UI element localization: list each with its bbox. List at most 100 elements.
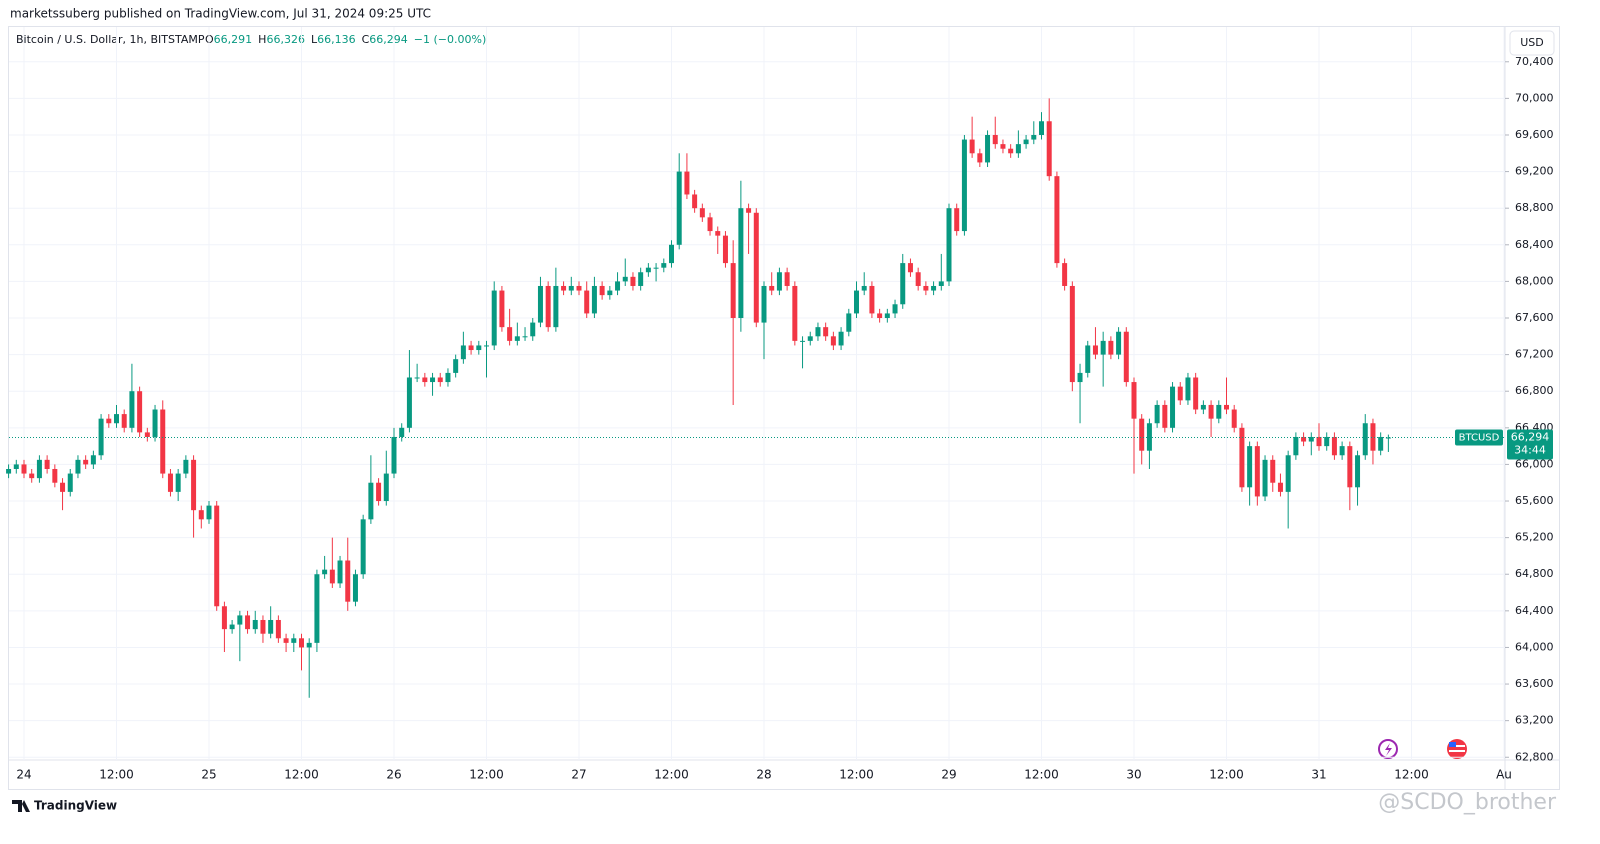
- candle-body: [946, 208, 952, 282]
- candle-body: [1039, 121, 1044, 135]
- y-tick-label: 64,000: [1515, 640, 1554, 653]
- candle-body: [275, 619, 281, 639]
- candle-body: [954, 208, 960, 232]
- candle-body: [1277, 482, 1283, 492]
- candle-body: [584, 290, 590, 314]
- candle-body: [314, 574, 320, 643]
- candle-body: [961, 139, 967, 232]
- candle-body: [1077, 372, 1083, 383]
- ohlc-key: H: [258, 33, 266, 46]
- candle-body: [830, 336, 836, 346]
- candle-body: [1355, 455, 1361, 488]
- frame: [8, 26, 1560, 790]
- candle-body: [938, 281, 944, 286]
- candle-body: [776, 272, 782, 291]
- candle-body: [977, 153, 983, 163]
- candle-body: [52, 468, 58, 483]
- y-tick-label: 68,800: [1515, 201, 1554, 214]
- candle-body: [6, 468, 12, 474]
- candle-body: [823, 327, 829, 337]
- candle-body: [1216, 404, 1222, 419]
- candle-body: [838, 331, 844, 346]
- ohlc-key: C: [362, 33, 370, 46]
- candle-body: [1015, 144, 1021, 154]
- candle-body: [1162, 404, 1168, 428]
- candle-body: [152, 409, 158, 437]
- candle-body: [992, 134, 998, 145]
- candle-body: [630, 276, 636, 286]
- candle-body: [699, 208, 705, 218]
- candle-body: [969, 139, 975, 154]
- candle-body: [1370, 423, 1376, 451]
- candle-body: [1247, 446, 1253, 488]
- candle-body: [669, 244, 674, 264]
- candle-body: [1324, 436, 1330, 447]
- x-tick-label: 29: [941, 768, 956, 782]
- candle-body: [260, 619, 266, 634]
- candle-body: [1270, 459, 1276, 483]
- candle-body: [1000, 144, 1006, 149]
- x-tick-label: 12:00: [839, 768, 874, 782]
- candle-body: [445, 372, 451, 383]
- candle-body: [268, 619, 274, 634]
- candle-body: [1008, 148, 1014, 154]
- candle-body: [237, 615, 243, 625]
- symbol-tag: [1455, 429, 1503, 446]
- candle-body: [607, 290, 613, 296]
- currency[interactable]: USD: [1520, 36, 1544, 49]
- candle-body: [44, 459, 50, 469]
- candle-body: [1177, 386, 1183, 401]
- y-tick-label: 63,600: [1515, 677, 1554, 690]
- candle-body: [422, 377, 428, 383]
- candle-body: [399, 427, 405, 437]
- candle-body: [715, 231, 721, 236]
- currency-button[interactable]: [1509, 30, 1555, 56]
- candle-body: [707, 217, 713, 232]
- candle-body: [923, 285, 929, 291]
- candle-body: [75, 459, 81, 474]
- x-tick-label: Au: [1496, 768, 1512, 782]
- candle-body: [661, 263, 667, 268]
- x-tick-label: 25: [201, 768, 216, 782]
- candle-body: [1146, 423, 1152, 451]
- candle-body: [476, 345, 482, 351]
- candle-body: [800, 340, 806, 342]
- candle-body: [406, 377, 412, 428]
- candle-body: [1108, 340, 1114, 355]
- candle-body: [214, 505, 220, 607]
- candle-body: [1262, 459, 1268, 497]
- candle-body: [1092, 345, 1098, 355]
- y-tick-label: 67,200: [1515, 348, 1554, 361]
- candle-body: [1316, 436, 1322, 447]
- candle-body: [322, 569, 328, 575]
- y-tick-label: 67,600: [1515, 311, 1554, 324]
- candle-body: [453, 359, 459, 373]
- candle-body: [291, 638, 297, 643]
- y-tick-label: 62,800: [1515, 750, 1554, 763]
- candle-body: [530, 322, 536, 337]
- candle-body: [329, 569, 335, 584]
- candle-body: [653, 267, 659, 269]
- x-tick-label: 12:00: [1394, 768, 1429, 782]
- candle-body: [21, 464, 27, 474]
- brand-logo: [12, 800, 30, 812]
- candle-body: [769, 285, 775, 291]
- countdown-label: 34:44: [1514, 444, 1546, 457]
- candle-body: [738, 208, 744, 319]
- candle-body: [376, 482, 382, 502]
- candle-body: [753, 212, 759, 323]
- lightning-icon[interactable]: [1378, 739, 1398, 759]
- candle-body: [67, 473, 73, 492]
- candle-body: [522, 336, 528, 338]
- candle-body: [1200, 404, 1206, 410]
- candle-body: [1239, 427, 1245, 488]
- flag-stripe: [1449, 745, 1465, 747]
- y-tick-label: 68,000: [1515, 274, 1554, 287]
- candle-body: [877, 313, 883, 319]
- candle-body: [854, 290, 859, 314]
- ohlc-change: −1 (−0.00%): [414, 33, 486, 46]
- candle-body: [383, 473, 389, 502]
- candle-body: [221, 606, 227, 630]
